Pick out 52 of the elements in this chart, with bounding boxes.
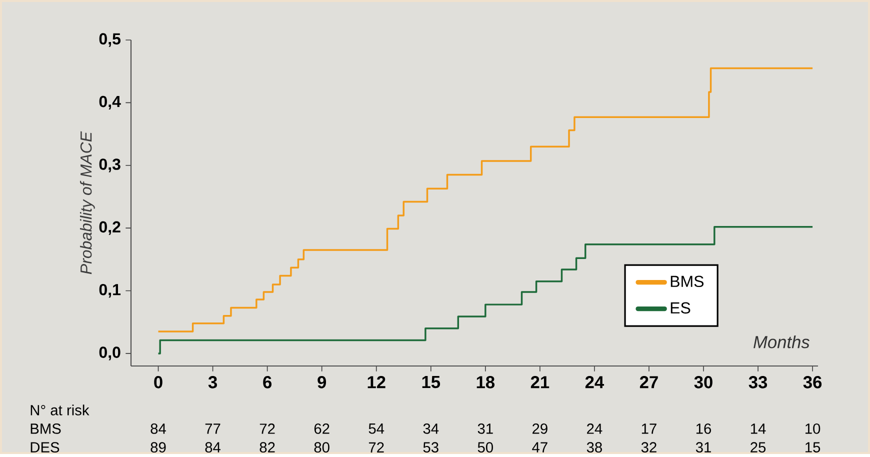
x-tick-label: 12	[368, 376, 386, 388]
x-axis-title: Months	[754, 336, 810, 348]
text: 16	[696, 424, 712, 434]
text: 89	[150, 442, 166, 453]
text: 77	[205, 424, 220, 434]
text: 84	[150, 424, 166, 434]
y-tick-label: 0,4	[99, 96, 121, 110]
text: 14	[750, 424, 766, 434]
text: 31	[478, 424, 493, 434]
x-tick-label: 9	[318, 376, 326, 388]
y-tick-label: 0,2	[99, 221, 120, 235]
text: 31	[696, 442, 711, 453]
x-tick-label: 30	[694, 376, 712, 388]
text: 72	[260, 424, 275, 434]
x-tick-label: 24	[585, 376, 604, 388]
y-tick-label: 0,0	[99, 346, 120, 360]
text: 32	[641, 442, 656, 453]
x-tick-label: 27	[640, 376, 658, 388]
y-tick-label: 0,3	[99, 158, 120, 172]
text: 47	[532, 442, 548, 452]
x-tick-label: 36	[803, 376, 822, 388]
text: 10	[806, 424, 820, 434]
text: 54	[368, 424, 384, 434]
x-tick-label: 0	[154, 376, 162, 388]
text: 38	[586, 442, 602, 453]
x-tick-label: 33	[748, 376, 768, 388]
x-tick-label: 3	[208, 376, 217, 388]
legend-label: BMS	[670, 276, 704, 288]
text: 17	[642, 424, 656, 434]
text: BMS	[30, 424, 61, 434]
text: 25	[750, 442, 766, 453]
text: DES	[30, 442, 60, 453]
text: 82	[260, 442, 275, 453]
text: 80	[314, 442, 330, 453]
text: 53	[423, 442, 438, 453]
y-tick-label: 0,5	[99, 33, 121, 47]
text: 50	[478, 442, 493, 453]
x-tick-label: 6	[263, 376, 272, 388]
text: 72	[368, 442, 384, 452]
text: 84	[205, 442, 221, 453]
text: 29	[532, 424, 548, 434]
text: 24	[587, 424, 602, 434]
x-tick-label: 18	[476, 376, 495, 388]
y-axis-title: Probability of MACE	[80, 131, 95, 274]
legend-label: ES	[670, 302, 690, 314]
y-tick-label: 0,1	[99, 284, 121, 298]
text: N° at risk	[30, 404, 90, 416]
x-tick-label: 15	[422, 376, 440, 388]
text: 34	[423, 424, 439, 434]
x-tick-label: 21	[530, 376, 550, 388]
text: 62	[314, 424, 330, 434]
text: 15	[806, 442, 820, 452]
